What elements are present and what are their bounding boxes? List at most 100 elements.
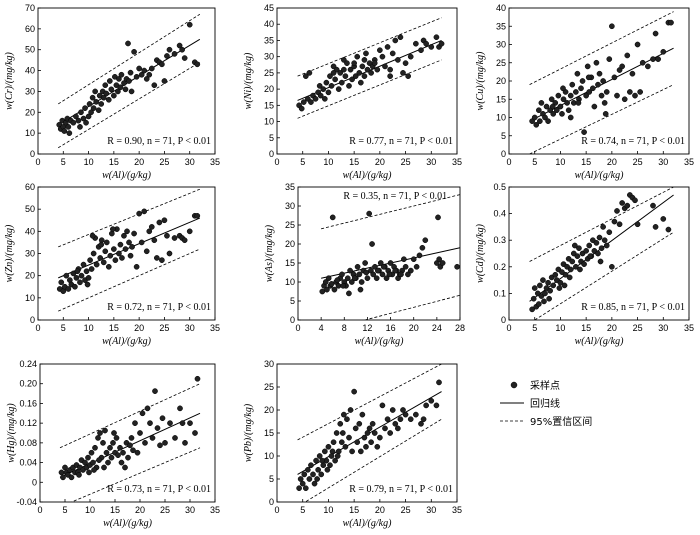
data-layer — [58, 375, 201, 502]
x-tick-label: 4 — [319, 323, 324, 333]
sample-point — [179, 420, 186, 426]
stats-annotation: R = 0.85, n = 71, P < 0.01 — [581, 302, 685, 313]
sample-point — [535, 107, 542, 114]
sample-point — [371, 430, 378, 436]
sample-point — [313, 457, 319, 464]
sample-point — [75, 117, 82, 124]
sample-point — [609, 263, 615, 270]
sample-point — [164, 232, 170, 239]
y-tick-label: 0.4 — [493, 209, 506, 219]
sample-point — [359, 63, 366, 70]
sample-point — [138, 239, 145, 246]
x-tick-label: 0 — [274, 505, 279, 515]
sample-point — [531, 285, 538, 291]
sample-point — [332, 457, 338, 464]
sample-point — [627, 89, 633, 95]
sample-point — [348, 279, 355, 285]
x-tick-label: 10 — [555, 157, 565, 167]
sample-point — [560, 96, 567, 103]
sample-point — [650, 56, 656, 62]
sample-point — [392, 37, 399, 44]
sample-point — [439, 260, 446, 266]
y-tick-label: 0.5 — [493, 182, 506, 192]
sample-point — [340, 282, 346, 289]
sample-point — [363, 269, 370, 276]
x-tick-label: 20 — [135, 505, 145, 515]
sample-point — [131, 48, 137, 55]
sample-point — [614, 92, 620, 99]
sample-point — [361, 57, 368, 63]
y-axis-title: w(Pb)/(mg/kg) — [243, 403, 254, 462]
data-layer — [56, 188, 201, 312]
sample-point — [370, 271, 377, 278]
sample-point — [151, 82, 158, 89]
sample-point — [545, 279, 551, 286]
sample-point — [602, 111, 609, 117]
sample-point — [176, 42, 183, 49]
ci-lower-line — [529, 84, 674, 154]
scatter-panel-hg: 0 5 10 15 20 25 30 35-0.0400.040.080.120.160.20… — [6, 359, 220, 529]
sample-point — [575, 100, 582, 106]
sample-point — [565, 107, 572, 114]
sample-point — [387, 66, 393, 73]
y-tick-label: 20 — [25, 271, 35, 281]
sample-point — [351, 60, 357, 67]
y-axis-title: w(Zn)/(mg/kg) — [4, 224, 15, 282]
y-tick-label: 35 — [264, 35, 274, 45]
sample-point — [146, 228, 153, 235]
data-layer — [529, 11, 674, 154]
sample-point — [72, 283, 78, 290]
sample-point — [179, 46, 185, 53]
sample-point — [117, 241, 124, 248]
legend-points-label: 采样点 — [530, 379, 560, 392]
sample-point — [357, 79, 364, 86]
sample-point — [564, 100, 570, 106]
sample-point — [335, 86, 342, 92]
legend: 采样点 回归线 95%置信区间 — [500, 379, 592, 428]
sample-point — [420, 416, 427, 423]
sample-point — [603, 89, 610, 95]
sample-point — [598, 245, 605, 252]
sample-point — [88, 449, 95, 456]
sample-point — [379, 402, 386, 409]
sample-point — [329, 214, 336, 221]
y-tick-label: 45 — [264, 3, 274, 13]
sample-point — [90, 105, 97, 111]
sample-point — [82, 105, 88, 111]
sample-point — [161, 217, 168, 224]
x-tick-label: 30 — [658, 323, 668, 333]
sample-point — [567, 92, 574, 99]
sample-point — [120, 449, 126, 456]
sample-point — [162, 440, 168, 446]
sample-point — [433, 34, 440, 41]
sample-point — [328, 453, 335, 459]
sample-point — [347, 407, 354, 413]
x-tick-label: 30 — [185, 505, 195, 515]
sample-point — [537, 282, 543, 289]
sample-point — [356, 271, 363, 278]
sample-point — [547, 287, 553, 294]
sample-point — [574, 70, 581, 77]
scatter-panel-pb: 0 5 10 15 20 25 30 35 0 5 10 15 20 25 30 w(Al)/(g/kg) w(… — [243, 359, 462, 529]
sample-point — [346, 83, 352, 89]
y-tick-label: 0.12 — [19, 418, 37, 428]
sample-point — [586, 242, 593, 249]
x-tick-label: 30 — [185, 323, 195, 333]
x-tick-label: 28 — [455, 323, 465, 333]
y-tick-label: 5 — [290, 296, 295, 306]
sample-point — [324, 286, 330, 293]
sample-point — [581, 129, 587, 135]
sample-point — [377, 260, 384, 266]
sample-point — [557, 103, 564, 110]
sample-point — [423, 40, 429, 47]
sample-point — [422, 237, 429, 244]
sample-point — [356, 420, 363, 427]
sample-point — [161, 78, 168, 84]
sample-point — [133, 73, 140, 80]
sample-point — [352, 73, 359, 79]
x-tick-label: 15 — [109, 323, 119, 333]
sample-point — [90, 459, 96, 466]
y-tick-label: 25 — [496, 58, 506, 68]
sample-point — [65, 124, 72, 130]
sample-point — [68, 474, 75, 481]
